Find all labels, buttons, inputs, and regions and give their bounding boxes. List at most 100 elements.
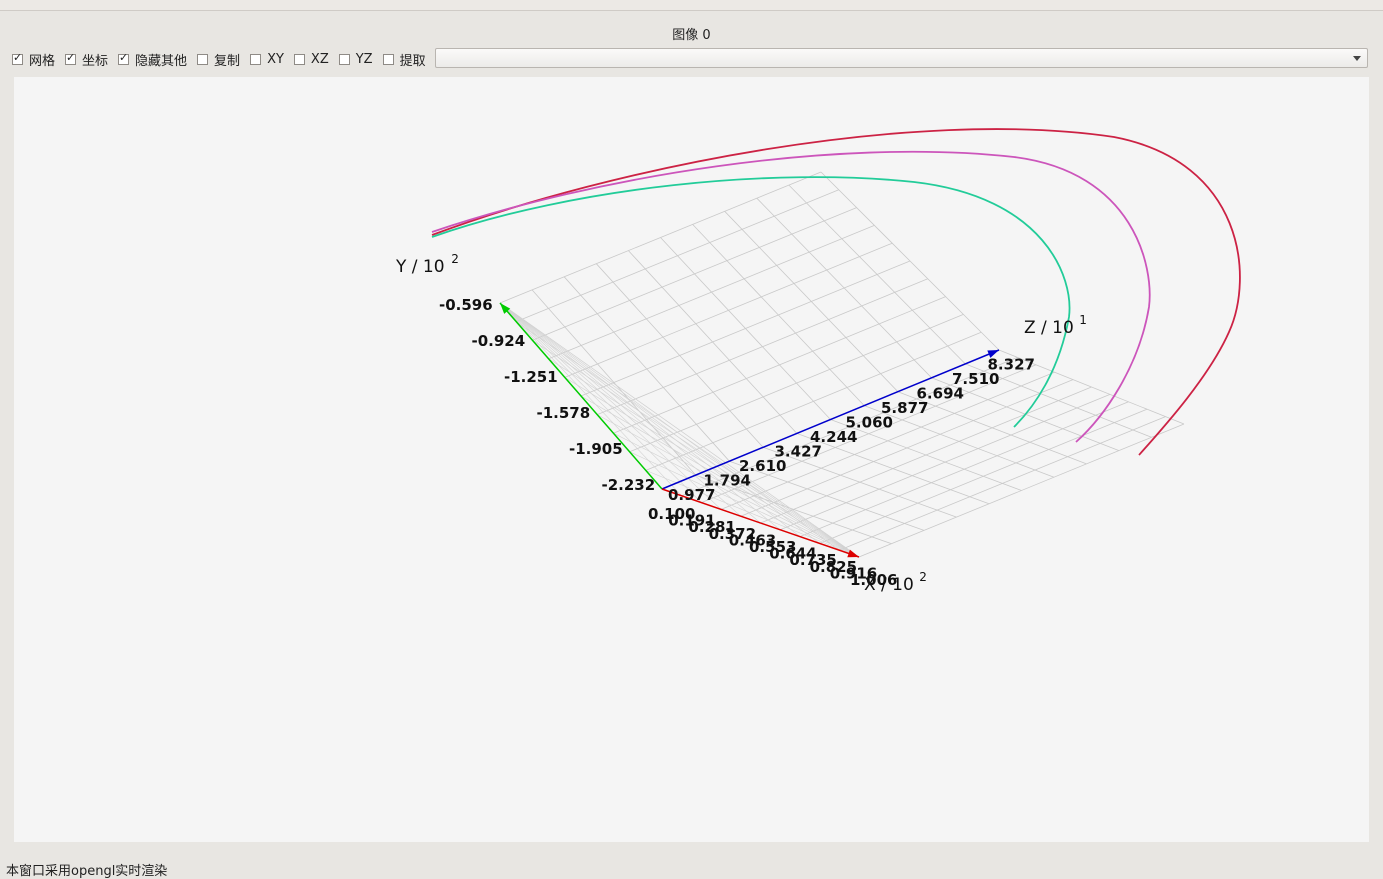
x-axis-tick-label: 0.191	[668, 512, 715, 530]
toolbar: 网格 坐标 隐藏其他 复制 XY XZ YZ 提取	[12, 48, 436, 70]
window-title: 图像 0	[672, 28, 711, 43]
back-wall-grid-line	[548, 225, 875, 360]
side-wall-grid-line	[499, 302, 682, 497]
xz-checkbox-box[interactable]	[293, 53, 305, 65]
floor-grid-line	[965, 363, 1152, 438]
axes-group	[499, 302, 1000, 558]
z-axis-tick-label: 5.060	[846, 414, 893, 432]
curve-2	[431, 150, 1151, 443]
back-wall-grid-line	[692, 224, 865, 406]
grid-checkbox-label: 网格	[29, 53, 56, 69]
y-axis-tick-label: -0.924	[472, 332, 526, 350]
tick-labels-group: -0.596 -0.924 -1.251 -1.578 -1.905 -2.232 0.97…	[439, 296, 1035, 589]
side-wall-grid-line	[516, 321, 860, 558]
xy-checkbox[interactable]: XY	[250, 52, 284, 67]
back-wall-grid-line	[756, 197, 932, 379]
x-axis-title-exponent: 2	[919, 570, 927, 584]
opengl-3d-viewport[interactable]: -0.596 -0.924 -1.251 -1.578 -1.905 -2.232 0.97…	[14, 77, 1369, 842]
xy-checkbox-label: XY	[267, 51, 284, 67]
x-axis-arrowhead	[847, 549, 859, 558]
side-wall-grid-line	[499, 302, 702, 503]
extract-checkbox-box[interactable]	[382, 53, 394, 65]
back-wall-grid-line	[788, 184, 966, 365]
z-axis-tick-label: 5.877	[881, 399, 928, 417]
back-wall-grid-line	[820, 171, 1000, 351]
axes-checkbox-box[interactable]	[65, 51, 77, 65]
yz-checkbox[interactable]: YZ	[338, 51, 373, 67]
hide-others-checkbox-box[interactable]	[118, 51, 130, 65]
side-wall-grid-line	[613, 432, 860, 558]
extract-checkbox-label: 提取	[399, 53, 426, 69]
floor-grid-line	[799, 401, 1129, 537]
y-axis-tick-label: -1.578	[537, 404, 591, 422]
xy-checkbox-box[interactable]	[250, 53, 262, 65]
z-axis-tick-label: 7.510	[952, 370, 999, 388]
z-axis-arrowhead	[987, 350, 999, 358]
hide-others-checkbox-label: 隐藏其他	[135, 53, 188, 69]
y-axis-tick-label: -1.905	[569, 440, 623, 458]
side-wall-grid-line	[499, 302, 840, 551]
xz-checkbox[interactable]: XZ	[293, 51, 329, 67]
x-axis-tick-label: 0.644	[769, 545, 816, 563]
x-axis-tick-label: 0.372	[709, 525, 756, 543]
floor-grid-line	[864, 405, 1055, 478]
copy-checkbox-box[interactable]	[197, 53, 209, 65]
side-wall-grid-line	[645, 470, 860, 558]
x-axis-tick-label: 0.735	[789, 551, 836, 569]
back-wall-grid-line	[516, 189, 839, 322]
copy-checkbox-label: 复制	[214, 53, 241, 69]
x-axis-tick-label: 0.916	[830, 564, 877, 582]
copy-checkbox[interactable]: 复制	[197, 50, 240, 69]
curve-1	[431, 128, 1241, 456]
floor-grid-line	[839, 416, 1166, 551]
z-axis-tick-label: 1.794	[704, 472, 751, 490]
floor-grid-line	[760, 386, 1092, 524]
x-axis-tick-label: 0.463	[729, 531, 776, 549]
floor-grid-line	[998, 349, 1185, 425]
extract-checkbox[interactable]: 提取	[382, 50, 426, 69]
chevron-down-icon[interactable]	[1353, 56, 1361, 61]
floor-grid-line	[897, 391, 1087, 465]
floor-grid-line	[819, 408, 1148, 544]
plot-svg: -0.596 -0.924 -1.251 -1.578 -1.905 -2.232 0.97…	[395, 128, 1241, 595]
x-axis-tick-label: 0.100	[648, 505, 695, 523]
z-axis-tick-label: 6.694	[917, 385, 964, 403]
y-axis-line	[499, 302, 663, 490]
z-axis-tick-label: 0.977	[668, 486, 715, 504]
window-top-strip	[0, 0, 1383, 11]
yz-checkbox-box[interactable]	[338, 53, 350, 65]
z-axis-title: Z / 10	[1024, 318, 1074, 338]
x-axis-tick-label: 0.553	[749, 538, 796, 556]
axes-checkbox[interactable]: 坐标	[65, 50, 108, 69]
image-select-dropdown[interactable]	[435, 48, 1368, 68]
z-axis-line	[661, 349, 1000, 490]
back-wall-grid-line	[564, 242, 893, 378]
xz-checkbox-label: XZ	[310, 51, 329, 67]
back-wall-grid-line	[580, 260, 911, 397]
curves-group	[431, 128, 1241, 456]
y-axis-tick-label: -1.251	[504, 368, 558, 386]
side-wall-grid-line	[532, 339, 860, 558]
axes-checkbox-label: 坐标	[82, 53, 109, 69]
side-wall-grid-line	[499, 302, 722, 510]
grid-checkbox-box[interactable]	[12, 51, 23, 65]
side-wall-grid-line	[597, 414, 860, 558]
curve-3	[431, 176, 1071, 428]
side-wall-grid-line	[499, 302, 860, 558]
z-axis-tick-label: 2.610	[739, 457, 786, 475]
y-axis-arrowhead	[500, 303, 511, 314]
hide-others-checkbox[interactable]: 隐藏其他	[118, 50, 187, 69]
side-wall-grid-line	[499, 302, 741, 517]
z-axis-tick-label: 4.244	[810, 428, 857, 446]
x-axis-line	[661, 488, 860, 558]
back-wall-grid-line	[724, 211, 899, 392]
x-axis-title: X / 10	[864, 575, 914, 595]
wireframe-grid	[499, 171, 1185, 558]
side-wall-grid-line	[564, 377, 860, 558]
floor-grid-line	[858, 423, 1185, 558]
side-wall-grid-line	[499, 302, 761, 524]
back-wall-grid-line	[499, 171, 822, 304]
grid-checkbox[interactable]: 网格	[12, 50, 55, 69]
x-axis-tick-label: 0.281	[688, 518, 735, 536]
yz-checkbox-label: YZ	[355, 51, 373, 67]
